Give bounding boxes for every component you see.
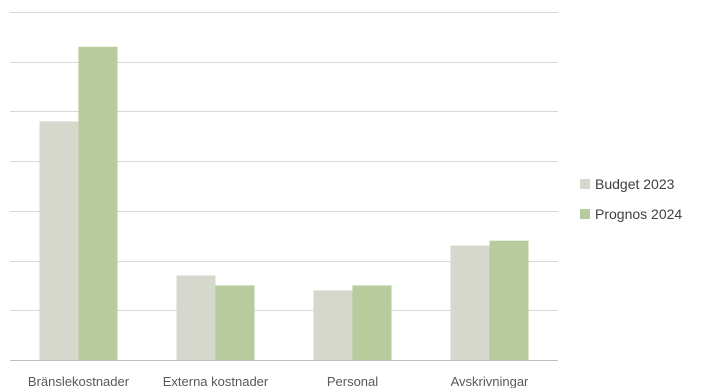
x-tick-label: Externa kostnader xyxy=(163,374,269,388)
legend: Budget 2023 Prognos 2024 xyxy=(580,176,682,222)
bars xyxy=(39,46,529,361)
bar-prognos-2024-2 xyxy=(352,285,392,360)
bar-budget-2023-0 xyxy=(39,121,79,360)
x-tick-label: Avskrivningar xyxy=(451,374,529,388)
x-tick-label: Personal xyxy=(327,374,378,388)
bar-budget-2023-1 xyxy=(176,275,216,360)
bar-prognos-2024-1 xyxy=(215,285,255,360)
bar-budget-2023-3 xyxy=(450,245,490,360)
x-tick-label: Bränslekostnader xyxy=(28,374,130,388)
legend-label: Budget 2023 xyxy=(595,176,675,192)
bar-prognos-2024-3 xyxy=(489,240,529,360)
bar-prognos-2024-0 xyxy=(78,46,118,361)
legend-swatch xyxy=(580,209,590,219)
legend-label: Prognos 2024 xyxy=(595,206,682,222)
x-tick-labels: Bränslekostnader Externa kostnader Persona… xyxy=(28,374,529,388)
legend-swatch xyxy=(580,179,590,189)
bar-budget-2023-2 xyxy=(313,290,353,360)
